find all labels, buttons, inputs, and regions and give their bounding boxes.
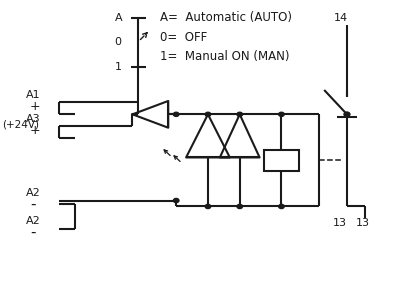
Text: A=  Automatic (AUTO): A= Automatic (AUTO) bbox=[160, 11, 292, 24]
Text: +: + bbox=[30, 124, 41, 137]
Circle shape bbox=[173, 198, 179, 203]
Circle shape bbox=[279, 204, 284, 208]
Text: 1=  Manual ON (MAN): 1= Manual ON (MAN) bbox=[160, 50, 290, 63]
Circle shape bbox=[237, 112, 242, 116]
Text: 13: 13 bbox=[333, 218, 347, 228]
Text: (+24V): (+24V) bbox=[2, 120, 39, 130]
Bar bbox=[264, 150, 299, 171]
Text: +: + bbox=[30, 100, 41, 113]
Text: -: - bbox=[30, 225, 36, 240]
Text: 1: 1 bbox=[114, 62, 122, 72]
Text: A1: A1 bbox=[26, 90, 41, 100]
Circle shape bbox=[237, 204, 242, 208]
Text: 0=  OFF: 0= OFF bbox=[160, 31, 208, 44]
Text: A3: A3 bbox=[26, 114, 41, 124]
Text: A2: A2 bbox=[26, 216, 41, 226]
Text: 13: 13 bbox=[356, 218, 370, 228]
Circle shape bbox=[279, 112, 284, 116]
Text: A: A bbox=[114, 13, 122, 23]
Circle shape bbox=[344, 112, 350, 116]
Text: A2: A2 bbox=[26, 188, 41, 198]
Text: 14: 14 bbox=[334, 13, 348, 23]
Text: -: - bbox=[30, 196, 36, 211]
Circle shape bbox=[205, 204, 211, 208]
Text: 0: 0 bbox=[114, 37, 122, 46]
Circle shape bbox=[173, 112, 179, 116]
Circle shape bbox=[205, 112, 211, 116]
Circle shape bbox=[344, 112, 350, 116]
